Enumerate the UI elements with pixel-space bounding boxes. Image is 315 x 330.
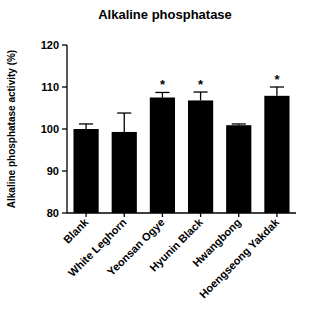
x-tick — [85, 213, 86, 217]
x-tick — [276, 213, 277, 217]
error-bar — [117, 113, 131, 132]
bar — [226, 125, 251, 213]
chart: Alkaline phosphatase Alkaline phosphatase… — [0, 0, 315, 330]
significance-marker: * — [274, 72, 280, 87]
y-tick-label: 90 — [47, 165, 59, 177]
error-line — [162, 92, 163, 97]
bar — [73, 129, 98, 213]
y-tick-label: 110 — [41, 81, 59, 93]
error-bar — [194, 92, 208, 100]
bar — [188, 100, 213, 213]
error-cap — [117, 112, 131, 113]
error-line — [276, 87, 277, 96]
y-axis-label: Alkaline phosphatase activity (%) — [6, 50, 17, 208]
error-line — [85, 124, 86, 129]
error-bar — [270, 87, 284, 96]
y-tick-label: 120 — [41, 39, 59, 51]
x-axis — [67, 212, 296, 213]
x-tick-label: Hoengseong Yakdak — [197, 215, 282, 300]
y-tick — [62, 86, 67, 87]
y-tick-label: 80 — [47, 207, 59, 219]
x-tick — [162, 213, 163, 217]
error-bar — [79, 124, 93, 129]
y-tick — [62, 128, 67, 129]
x-tick — [200, 213, 201, 217]
y-tick — [62, 212, 67, 213]
significance-marker: * — [160, 77, 166, 92]
bars — [73, 87, 289, 213]
error-line — [124, 113, 125, 132]
error-cap — [79, 123, 93, 124]
bar — [264, 96, 289, 213]
title: Alkaline phosphatase — [98, 7, 232, 22]
bar — [112, 132, 137, 213]
y-tick — [62, 44, 67, 45]
significance-marker: * — [198, 77, 204, 92]
x-tick — [124, 213, 125, 217]
x-tick — [238, 213, 239, 217]
x-tick-label: Blank — [61, 215, 91, 245]
y-tick-label: 100 — [41, 123, 59, 135]
error-line — [200, 92, 201, 100]
y-tick — [62, 170, 67, 171]
bar — [150, 98, 175, 214]
error-cap — [232, 123, 246, 124]
error-bar — [232, 124, 246, 125]
error-bar — [155, 92, 169, 97]
